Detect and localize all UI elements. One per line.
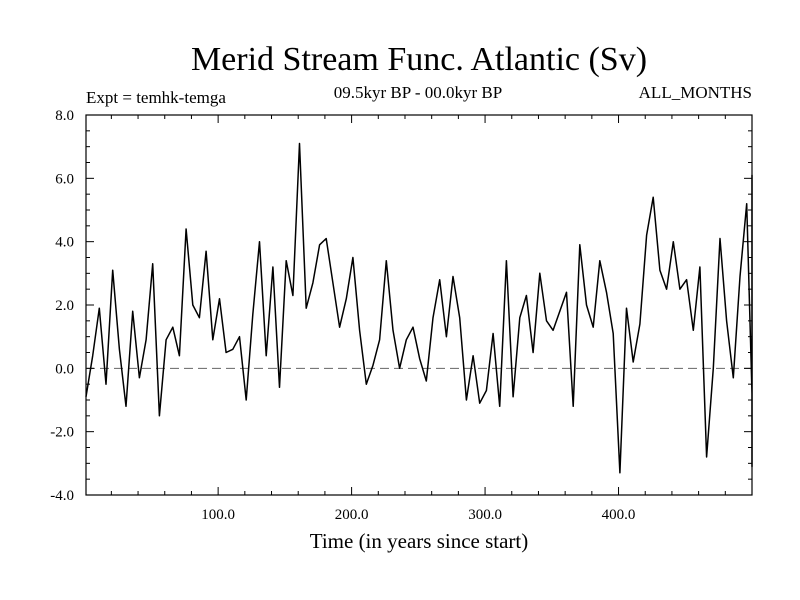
y-tick-label: -2.0 bbox=[50, 425, 74, 441]
time-range-label: 09.5kyr BP - 00.0kyr BP bbox=[334, 83, 502, 102]
y-tick-label: 8.0 bbox=[55, 108, 74, 124]
x-tick-label: 400.0 bbox=[602, 507, 636, 523]
y-tick-label: 2.0 bbox=[55, 298, 74, 314]
y-tick-label: -4.0 bbox=[50, 488, 74, 504]
x-axis: 100.0 200.0 300.0 400.0 bbox=[110, 115, 726, 523]
x-tick-label: 200.0 bbox=[335, 507, 369, 523]
y-axis: -4.0 -2.0 0.0 2.0 4.0 6.0 8.0 bbox=[50, 108, 752, 504]
data-series-line bbox=[85, 142, 753, 474]
x-tick-label: 100.0 bbox=[201, 507, 235, 523]
x-tick-label: 300.0 bbox=[468, 507, 502, 523]
x-axis-label: Time (in years since start) bbox=[310, 529, 529, 553]
plot-frame bbox=[85, 114, 753, 496]
experiment-label: Expt = temhk-temga bbox=[86, 88, 226, 107]
chart-title: Merid Stream Func. Atlantic (Sv) bbox=[191, 41, 647, 78]
y-tick-label: 6.0 bbox=[55, 171, 74, 187]
y-tick-label: 4.0 bbox=[55, 235, 74, 251]
y-tick-label: 0.0 bbox=[55, 361, 74, 377]
months-label: ALL_MONTHS bbox=[639, 83, 752, 102]
